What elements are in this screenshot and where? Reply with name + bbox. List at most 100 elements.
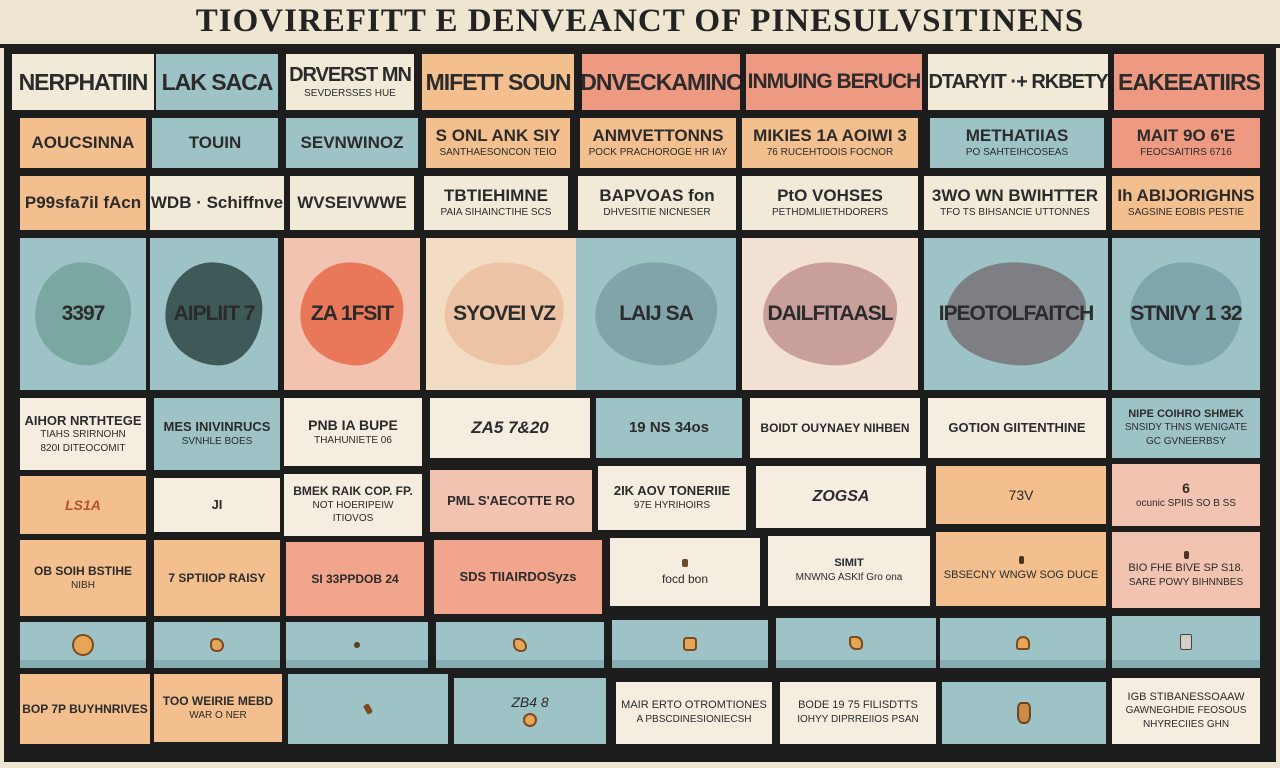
map-cell: ZA 1FSIT [284, 238, 420, 390]
cell-sublabel: MNWNG ASKIf Gro ona [795, 572, 903, 584]
cell-label: S ONL ANK SIY [435, 126, 561, 146]
cell-sublabel: DHVESITIE NICNESER [603, 207, 711, 219]
grid-cell: ZB4 8 [454, 678, 606, 744]
icon-cell [288, 674, 448, 744]
map-cell: SYOVEI VZ [426, 238, 582, 390]
nugget-icon [1183, 551, 1189, 560]
cell-label: NIPE COIHRO SHMEK [1128, 407, 1244, 420]
map-blob [165, 262, 263, 366]
cell-label: 2IK AOV TONERIIE [613, 483, 731, 499]
cell-label: BODE 19 75 FILISDTTS [798, 699, 918, 712]
cell-label: Ih ABIJORIGHNS [1117, 186, 1255, 206]
map-blob [35, 262, 131, 366]
cell-label: JI [211, 497, 223, 513]
grid-cell: PtO VOHSES PETHDMLIIETHDORERS [742, 176, 918, 230]
header-cell: EAKEEATIIRS [1114, 54, 1264, 110]
map-blob [946, 262, 1086, 366]
map-cell: AIPLIIT 7 [150, 238, 278, 390]
icon-cell [612, 620, 768, 668]
header-cell: NERPHATIIN [12, 54, 154, 110]
grid-cell: SI 33PPDOB 24 [286, 542, 424, 616]
icon-cell [942, 682, 1106, 744]
grid-cell: BOP 7P BUYHNRIVES [20, 674, 150, 744]
grid-cell: BMEK RAIK COP. FP. NOT HOERIPEIW ITIOVOS [284, 474, 422, 536]
grid-cell: TBTIEHIMNE PAIA SIHAINCTIHE SCS [424, 176, 568, 230]
grid-board: NERPHATIIN LAK SACA DRVERST MN SEVDERSSE… [4, 48, 1276, 762]
nugget-icon [1018, 556, 1024, 565]
grid-cell: P99sfa7il fAcn [20, 176, 146, 230]
map-label: STNIVY 1 32 [1130, 302, 1242, 325]
grid-cell: IGB STIBANESSOAAW GAWNEGHDIE FEOSOUS NHY… [1112, 678, 1260, 744]
cell-label: TOO WEIRIE MEBD [162, 693, 274, 708]
cell-label: SDS TIIAIRDOSyzs [459, 569, 577, 585]
cell-sublabel: PAIA SIHAINCTIHE SCS [440, 207, 552, 219]
cell-label: AOUCSINNA [31, 133, 135, 153]
cell-label: ZOGSA [812, 487, 870, 505]
header-cell: DNVECKAMINC [582, 54, 740, 110]
nugget-icon [210, 638, 224, 652]
grid-cell: Ih ABIJORIGHNS SAGSINE EOBIS PESTIE [1112, 176, 1260, 230]
nugget-icon [849, 636, 863, 650]
grid-cell: SEVNWINOZ [286, 118, 418, 168]
grid-cell: ZOGSA [756, 466, 926, 528]
header-label: DNVECKAMINC [582, 68, 740, 95]
cell-label: SIMIT [834, 557, 864, 570]
cell-label: WDB · Schiffnve [150, 193, 284, 213]
cell-label: 6 [1182, 479, 1190, 496]
grid-cell: AOUCSINNA [20, 118, 146, 168]
grid-cell: METHATIIAS PO SAHTEIHCOSEAS [930, 118, 1104, 168]
cell-sublabel: ITIOVOS [332, 513, 374, 525]
icon-cell [286, 622, 428, 668]
nugget-icon [683, 637, 697, 651]
icon-cell [436, 622, 604, 668]
cell-label: METHATIIAS [965, 126, 1069, 146]
grid-cell: SBSECNY WNGW SOG DUCE [936, 532, 1106, 606]
header-cell: MIFETT SOUN [422, 54, 574, 110]
header-label: INMUING BERUCH [747, 69, 922, 93]
grid-cell: MIKIES 1A AOIWI 3 76 RUCEHTOOIS FOCNOR [742, 118, 918, 168]
grid-cell: GOTION GIITENTHINE [928, 398, 1106, 458]
cell-sublabel: PO SAHTEIHCOSEAS [965, 147, 1069, 159]
cell-label: ZB4 8 [511, 693, 549, 710]
cell-label: ANMVETTONNS [592, 126, 724, 146]
grid-cell: MAIT 9O 6'E FEOCSAITIRS 6716 [1112, 118, 1260, 168]
grid-cell: 19 NS 34os [596, 398, 742, 458]
icon-cell [1112, 616, 1260, 668]
cell-sublabel: NOT HOERIPEIW [312, 499, 394, 511]
map-cell: IPEOTOLFAITCH [924, 238, 1108, 390]
grid-cell: focd bon [610, 538, 760, 606]
nugget-icon [1016, 636, 1030, 650]
grid-cell: 7 SPTIIOP RAISY [154, 540, 280, 616]
map-cell: LAIJ SA [576, 238, 736, 390]
header-cell: DRVERST MN SEVDERSSES HUE [286, 54, 414, 110]
map-label: SYOVEI VZ [453, 302, 556, 325]
cell-label: MAIR ERTO OTROMTIONES [621, 699, 767, 712]
cell-label: OB SOIH BSTIHE [33, 563, 132, 578]
cell-label: LS1A [65, 496, 101, 513]
nugget-icon [1180, 634, 1192, 650]
map-blob [595, 262, 717, 366]
header-label: MIFETT SOUN [425, 68, 572, 95]
map-label: IPEOTOLFAITCH [938, 302, 1095, 325]
cell-sublabel: SANTHAESONCON TEIO [439, 147, 557, 159]
grid-cell: TOUIN [152, 118, 278, 168]
grid-cell: SDS TIIAIRDOSyzs [434, 540, 602, 614]
header-label: DTARYIT ·+ RKBETY [928, 70, 1108, 93]
grid-cell: MAIR ERTO OTROMTIONES A PBSCDINESIONIECS… [616, 682, 772, 744]
cell-sublabel: 820I DITEOCOMIT [40, 442, 126, 454]
grid-cell: MES INIVINRUCS SVNHLE BOES [154, 398, 280, 470]
header-label: DRVERST MN [289, 63, 412, 86]
cell-sublabel: 76 RUCEHTOOIS FOCNOR [766, 147, 894, 159]
grid-cell: WVSEIVWWE [290, 176, 414, 230]
grid-cell: JI [154, 478, 280, 532]
cell-label: ZA5 7&20 [471, 418, 549, 438]
nugget-icon [354, 642, 360, 648]
grid-cell: S ONL ANK SIY SANTHAESONCON TEIO [426, 118, 570, 168]
map-blob [300, 262, 404, 366]
cell-sublabel: NIBH [71, 579, 95, 591]
grid-cell: BOIDT OUYNAEY NIHBEN [750, 398, 920, 458]
grid-cell: BODE 19 75 FILISDTTS IOHYY DIPRREIIOS PS… [780, 682, 936, 744]
cell-sublabel: GAWNEGHDIE FEOSOUS [1125, 705, 1247, 717]
coin-icon [72, 634, 94, 656]
